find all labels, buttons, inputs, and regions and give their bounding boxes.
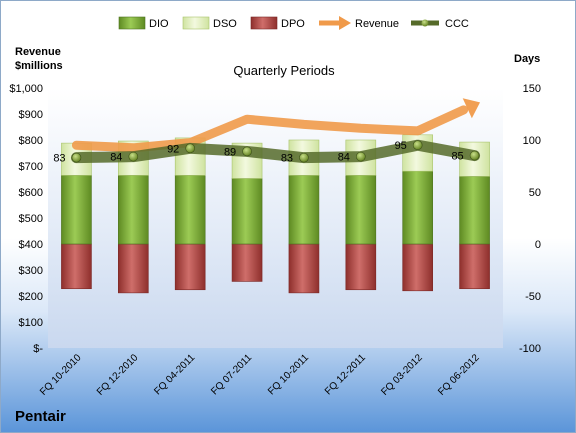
ccc-point <box>356 151 366 162</box>
x-tick-label: FQ 06-2012 <box>436 352 482 398</box>
left-axis-title-line2: $millions <box>15 60 63 72</box>
ccc-point <box>299 152 309 163</box>
legend-swatch-dio <box>118 16 146 30</box>
left-axis-title-line1: Revenue <box>15 46 61 58</box>
right-tick-label: -50 <box>525 291 541 303</box>
x-tick-label: FQ 10-2011 <box>266 352 311 397</box>
company-name: Pentair <box>15 408 66 425</box>
bar-dpo <box>402 243 433 292</box>
legend-item-dpo: DPO <box>250 16 305 30</box>
x-tick-label: FQ 07-2011 <box>209 352 254 397</box>
ccc-point <box>469 150 480 161</box>
left-tick-label: $800 <box>19 135 43 147</box>
ccc-data-label: 92 <box>167 143 179 155</box>
left-tick-label: $400 <box>19 239 43 251</box>
legend-item-revenue: Revenue <box>319 16 399 30</box>
bar-dpo <box>174 243 206 291</box>
right-tick-label: -100 <box>519 343 541 355</box>
ccc-point <box>128 151 139 162</box>
bar-dio <box>345 175 377 245</box>
bar-dio <box>118 175 149 245</box>
ccc-point <box>71 152 82 163</box>
left-tick-label: $300 <box>19 265 43 277</box>
revenue-series <box>71 98 481 153</box>
legend-label-ccc: CCC <box>445 18 469 30</box>
x-tick-label: FQ 10-2010 <box>38 352 84 398</box>
legend-item-dio: DIO <box>118 16 169 30</box>
ccc-data-label: 83 <box>53 153 65 165</box>
x-tick-label: FQ 03-2012 <box>379 352 425 398</box>
legend-item-dso: DSO <box>182 16 237 30</box>
left-axis-ticks: $- $100 $200 $300 $400 $500 $600 $700 $800 $900 $1… <box>9 83 43 355</box>
legend-ccc-marker <box>421 19 429 27</box>
legend-label-revenue: Revenue <box>355 18 399 30</box>
bar-dio <box>174 175 206 245</box>
revenue-arrowhead <box>462 98 481 119</box>
ccc-point <box>412 140 423 150</box>
ccc-data-label: 84 <box>338 152 350 164</box>
x-tick-label: FQ 12-2011 <box>323 352 368 397</box>
x-axis-labels: FQ 10-2010 FQ 12-2010 FQ 04-2011 FQ 07-2011… <box>38 352 482 398</box>
left-tick-label: $700 <box>19 161 43 173</box>
bar-series <box>61 134 490 294</box>
ccc-data-label: 85 <box>451 151 463 163</box>
bar-dpo <box>345 243 377 291</box>
x-tick-label: FQ 04-2011 <box>152 352 197 397</box>
bar-dio <box>288 175 320 245</box>
right-tick-label: 100 <box>523 135 541 147</box>
ccc-series: 83 84 92 89 83 84 95 85 <box>53 139 481 165</box>
left-tick-label: $100 <box>19 317 43 329</box>
x-tick-label: FQ 12-2010 <box>95 352 141 398</box>
bar-dpo <box>231 243 263 282</box>
legend-swatch-dpo <box>250 16 278 30</box>
chart-title: Quarterly Periods <box>233 63 335 78</box>
ccc-line <box>70 139 481 164</box>
right-tick-label: 150 <box>523 83 541 95</box>
ccc-point <box>242 146 252 157</box>
bar-dpo <box>459 243 490 290</box>
ccc-point <box>185 143 195 154</box>
bar-dpo <box>61 243 92 290</box>
left-tick-label: $600 <box>19 187 43 199</box>
bar-dio <box>61 175 92 245</box>
legend: DIO DSO DPO Revenue CCC <box>118 16 469 30</box>
legend-label-dpo: DPO <box>281 18 305 30</box>
legend-swatch-dso <box>182 16 210 30</box>
legend-item-ccc: CCC <box>411 18 469 30</box>
bar-dpo <box>118 243 149 294</box>
ccc-data-label: 89 <box>224 146 236 158</box>
bar-dio <box>402 170 433 245</box>
bar-dio <box>231 178 263 245</box>
ccc-data-label: 95 <box>395 140 407 152</box>
right-tick-label: 50 <box>529 187 541 199</box>
legend-label-dso: DSO <box>213 18 237 30</box>
revenue-line <box>71 105 469 153</box>
left-tick-label: $- <box>33 343 43 355</box>
bar-dio <box>459 176 490 245</box>
left-tick-label: $200 <box>19 291 43 303</box>
ccc-data-label: 83 <box>281 153 293 165</box>
left-tick-label: $500 <box>19 213 43 225</box>
legend-revenue-arrowhead <box>339 16 351 30</box>
right-axis-ticks: -100 -50 0 50 100 150 <box>519 83 541 355</box>
legend-label-dio: DIO <box>149 18 169 30</box>
bar-dpo <box>288 243 320 294</box>
left-tick-label: $1,000 <box>9 83 43 95</box>
right-tick-label: 0 <box>535 239 541 251</box>
left-tick-label: $900 <box>19 109 43 121</box>
ccc-data-label: 84 <box>110 152 122 164</box>
right-axis-title: Days <box>514 53 540 65</box>
